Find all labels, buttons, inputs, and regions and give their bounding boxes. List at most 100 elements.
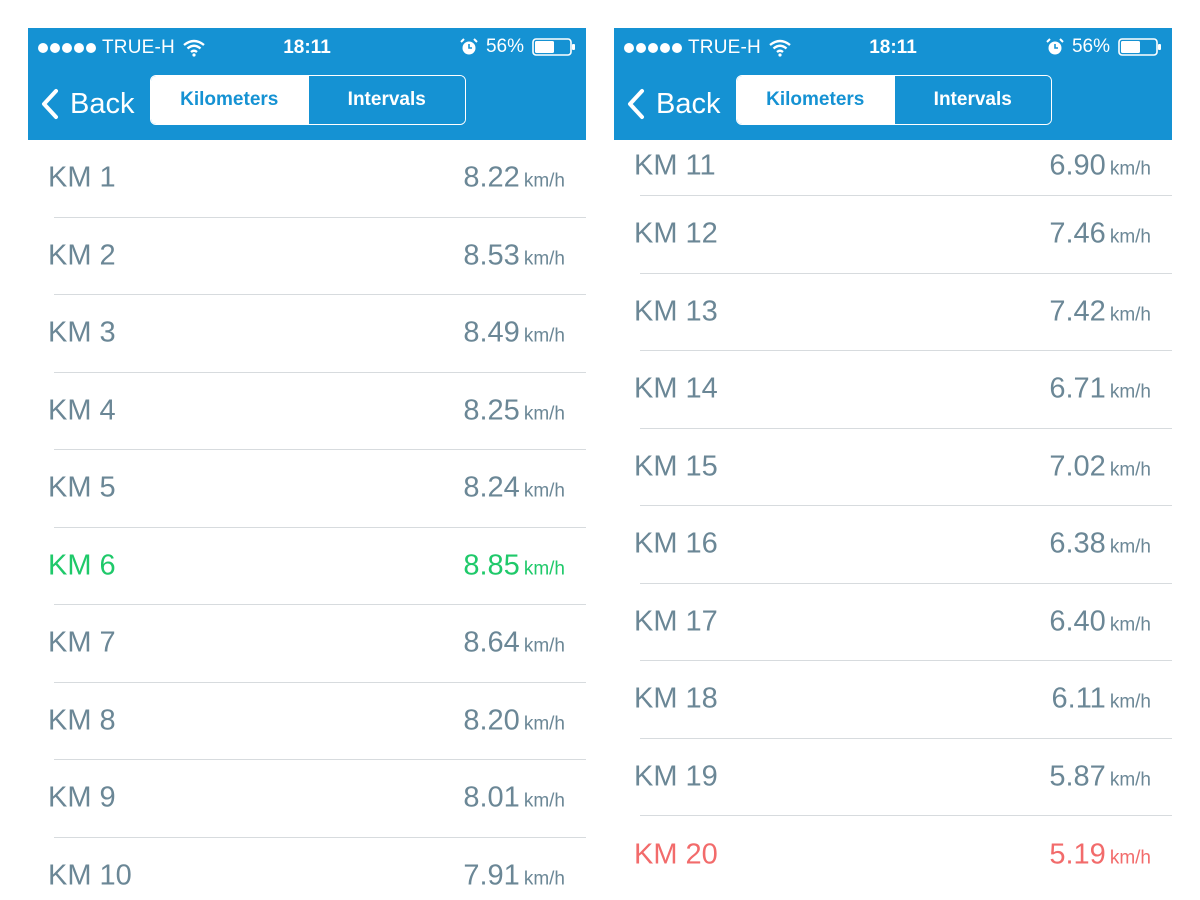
speed-number: 8.01: [463, 781, 520, 814]
speed-number: 5.19: [1049, 838, 1106, 871]
list-item[interactable]: KM 4 8.25 km/h: [48, 373, 586, 450]
km-label: KM 17: [634, 605, 718, 638]
speed-unit: km/h: [1109, 536, 1151, 558]
kilometer-list: KM 1 8.22 km/h KM 2 8.53 km/h KM 3 8.49 km/…: [28, 140, 586, 900]
speed-number: 8.24: [463, 471, 520, 504]
alarm-icon: [1046, 38, 1064, 55]
back-button[interactable]: Back: [40, 82, 134, 126]
speed-number: 8.25: [463, 394, 520, 427]
status-bar: TRUE-H 18:11 56%: [28, 28, 586, 68]
list-item[interactable]: KM 16 6.38 km/h: [634, 506, 1172, 584]
km-label: KM 5: [48, 471, 116, 504]
alarm-icon: [460, 38, 478, 55]
speed-number: 7.42: [1049, 295, 1106, 328]
km-label: KM 16: [634, 527, 718, 560]
speed-unit: km/h: [523, 480, 565, 502]
phone-screen-right: TRUE-H 18:11 56%: [614, 28, 1172, 900]
status-left: TRUE-H: [38, 37, 205, 59]
segmented-control: Kilometers Intervals: [736, 75, 1052, 125]
speed-unit: km/h: [1109, 769, 1151, 791]
speed-value: 5.19 km/h: [1049, 838, 1151, 871]
speed-number: 8.49: [463, 316, 520, 349]
speed-unit: km/h: [1109, 381, 1151, 403]
speed-unit: km/h: [523, 170, 565, 192]
list-item[interactable]: KM 12 7.46 km/h: [634, 196, 1172, 274]
speed-value: 6.90 km/h: [1049, 150, 1151, 183]
km-label: KM 3: [48, 316, 116, 349]
chevron-left-icon: [42, 89, 58, 119]
list-item-slowest[interactable]: KM 20 5.19 km/h: [634, 816, 1172, 894]
speed-value: 8.22 km/h: [463, 162, 565, 195]
km-label: KM 10: [48, 859, 132, 892]
km-label: KM 13: [634, 295, 718, 328]
list-item[interactable]: KM 19 5.87 km/h: [634, 739, 1172, 816]
km-label: KM 8: [48, 704, 116, 737]
tab-intervals[interactable]: Intervals: [893, 76, 1051, 124]
list-item[interactable]: KM 1 8.22 km/h: [48, 140, 586, 218]
nav-bar: Back Kilometers Intervals: [614, 68, 1172, 140]
list-item[interactable]: KM 17 6.40 km/h: [634, 584, 1172, 661]
speed-value: 8.01 km/h: [463, 782, 565, 815]
speed-unit: km/h: [1109, 847, 1151, 869]
speed-unit: km/h: [523, 635, 565, 657]
km-label: KM 12: [634, 217, 718, 250]
tab-intervals[interactable]: Intervals: [307, 76, 465, 124]
signal-strength-icon: [38, 43, 96, 53]
list-item[interactable]: KM 9 8.01 km/h: [48, 760, 586, 838]
wifi-icon: [183, 39, 205, 57]
list-item[interactable]: KM 11 6.90 km/h: [634, 132, 1172, 196]
speed-number: 7.91: [463, 859, 520, 892]
speed-number: 8.64: [463, 626, 520, 659]
speed-number: 8.85: [463, 549, 520, 582]
speed-number: 7.46: [1049, 217, 1106, 250]
list-item[interactable]: KM 10 7.91 km/h: [48, 838, 586, 900]
wifi-icon: [769, 39, 791, 57]
nav-bar: Back Kilometers Intervals: [28, 68, 586, 140]
list-item[interactable]: KM 3 8.49 km/h: [48, 295, 586, 373]
speed-value: 6.71 km/h: [1049, 373, 1151, 406]
phone-screen-left: TRUE-H 18:11 56%: [28, 28, 586, 900]
chevron-left-icon: [628, 89, 644, 119]
speed-value: 5.87 km/h: [1049, 760, 1151, 793]
status-time: 18:11: [869, 37, 917, 58]
speed-number: 6.40: [1049, 605, 1106, 638]
speed-number: 7.02: [1049, 450, 1106, 483]
segmented-control: Kilometers Intervals: [150, 75, 466, 125]
speed-value: 7.42 km/h: [1049, 295, 1151, 328]
speed-unit: km/h: [1109, 459, 1151, 481]
speed-unit: km/h: [523, 558, 565, 580]
status-left: TRUE-H: [624, 37, 791, 59]
list-item[interactable]: KM 18 6.11 km/h: [634, 661, 1172, 739]
list-item[interactable]: KM 13 7.42 km/h: [634, 274, 1172, 351]
speed-value: 8.85 km/h: [463, 549, 565, 582]
speed-value: 8.24 km/h: [463, 472, 565, 505]
speed-unit: km/h: [1109, 691, 1151, 713]
speed-value: 8.49 km/h: [463, 317, 565, 350]
tab-kilometers[interactable]: Kilometers: [737, 76, 894, 124]
km-label: KM 15: [634, 450, 718, 483]
km-label: KM 7: [48, 626, 116, 659]
list-item[interactable]: KM 14 6.71 km/h: [634, 351, 1172, 429]
battery-percent: 56%: [1071, 36, 1110, 57]
speed-value: 7.46 km/h: [1049, 218, 1151, 251]
km-label: KM 18: [634, 682, 718, 715]
speed-number: 8.53: [463, 239, 520, 272]
speed-unit: km/h: [523, 790, 565, 812]
list-item-fastest[interactable]: KM 6 8.85 km/h: [48, 528, 586, 605]
speed-unit: km/h: [523, 713, 565, 735]
list-item[interactable]: KM 8 8.20 km/h: [48, 683, 586, 760]
list-item[interactable]: KM 5 8.24 km/h: [48, 450, 586, 528]
back-button[interactable]: Back: [626, 82, 720, 126]
tab-kilometers[interactable]: Kilometers: [151, 76, 308, 124]
list-item[interactable]: KM 7 8.64 km/h: [48, 605, 586, 683]
speed-number: 6.38: [1049, 527, 1106, 560]
km-label: KM 6: [48, 549, 116, 582]
list-item[interactable]: KM 15 7.02 km/h: [634, 429, 1172, 506]
speed-unit: km/h: [523, 325, 565, 347]
battery-percent: 56%: [485, 36, 524, 57]
battery-icon: [1118, 38, 1161, 56]
list-item[interactable]: KM 2 8.53 km/h: [48, 218, 586, 295]
carrier-name: TRUE-H: [688, 37, 761, 58]
km-label: KM 11: [634, 149, 716, 182]
speed-value: 6.11 km/h: [1052, 683, 1151, 716]
